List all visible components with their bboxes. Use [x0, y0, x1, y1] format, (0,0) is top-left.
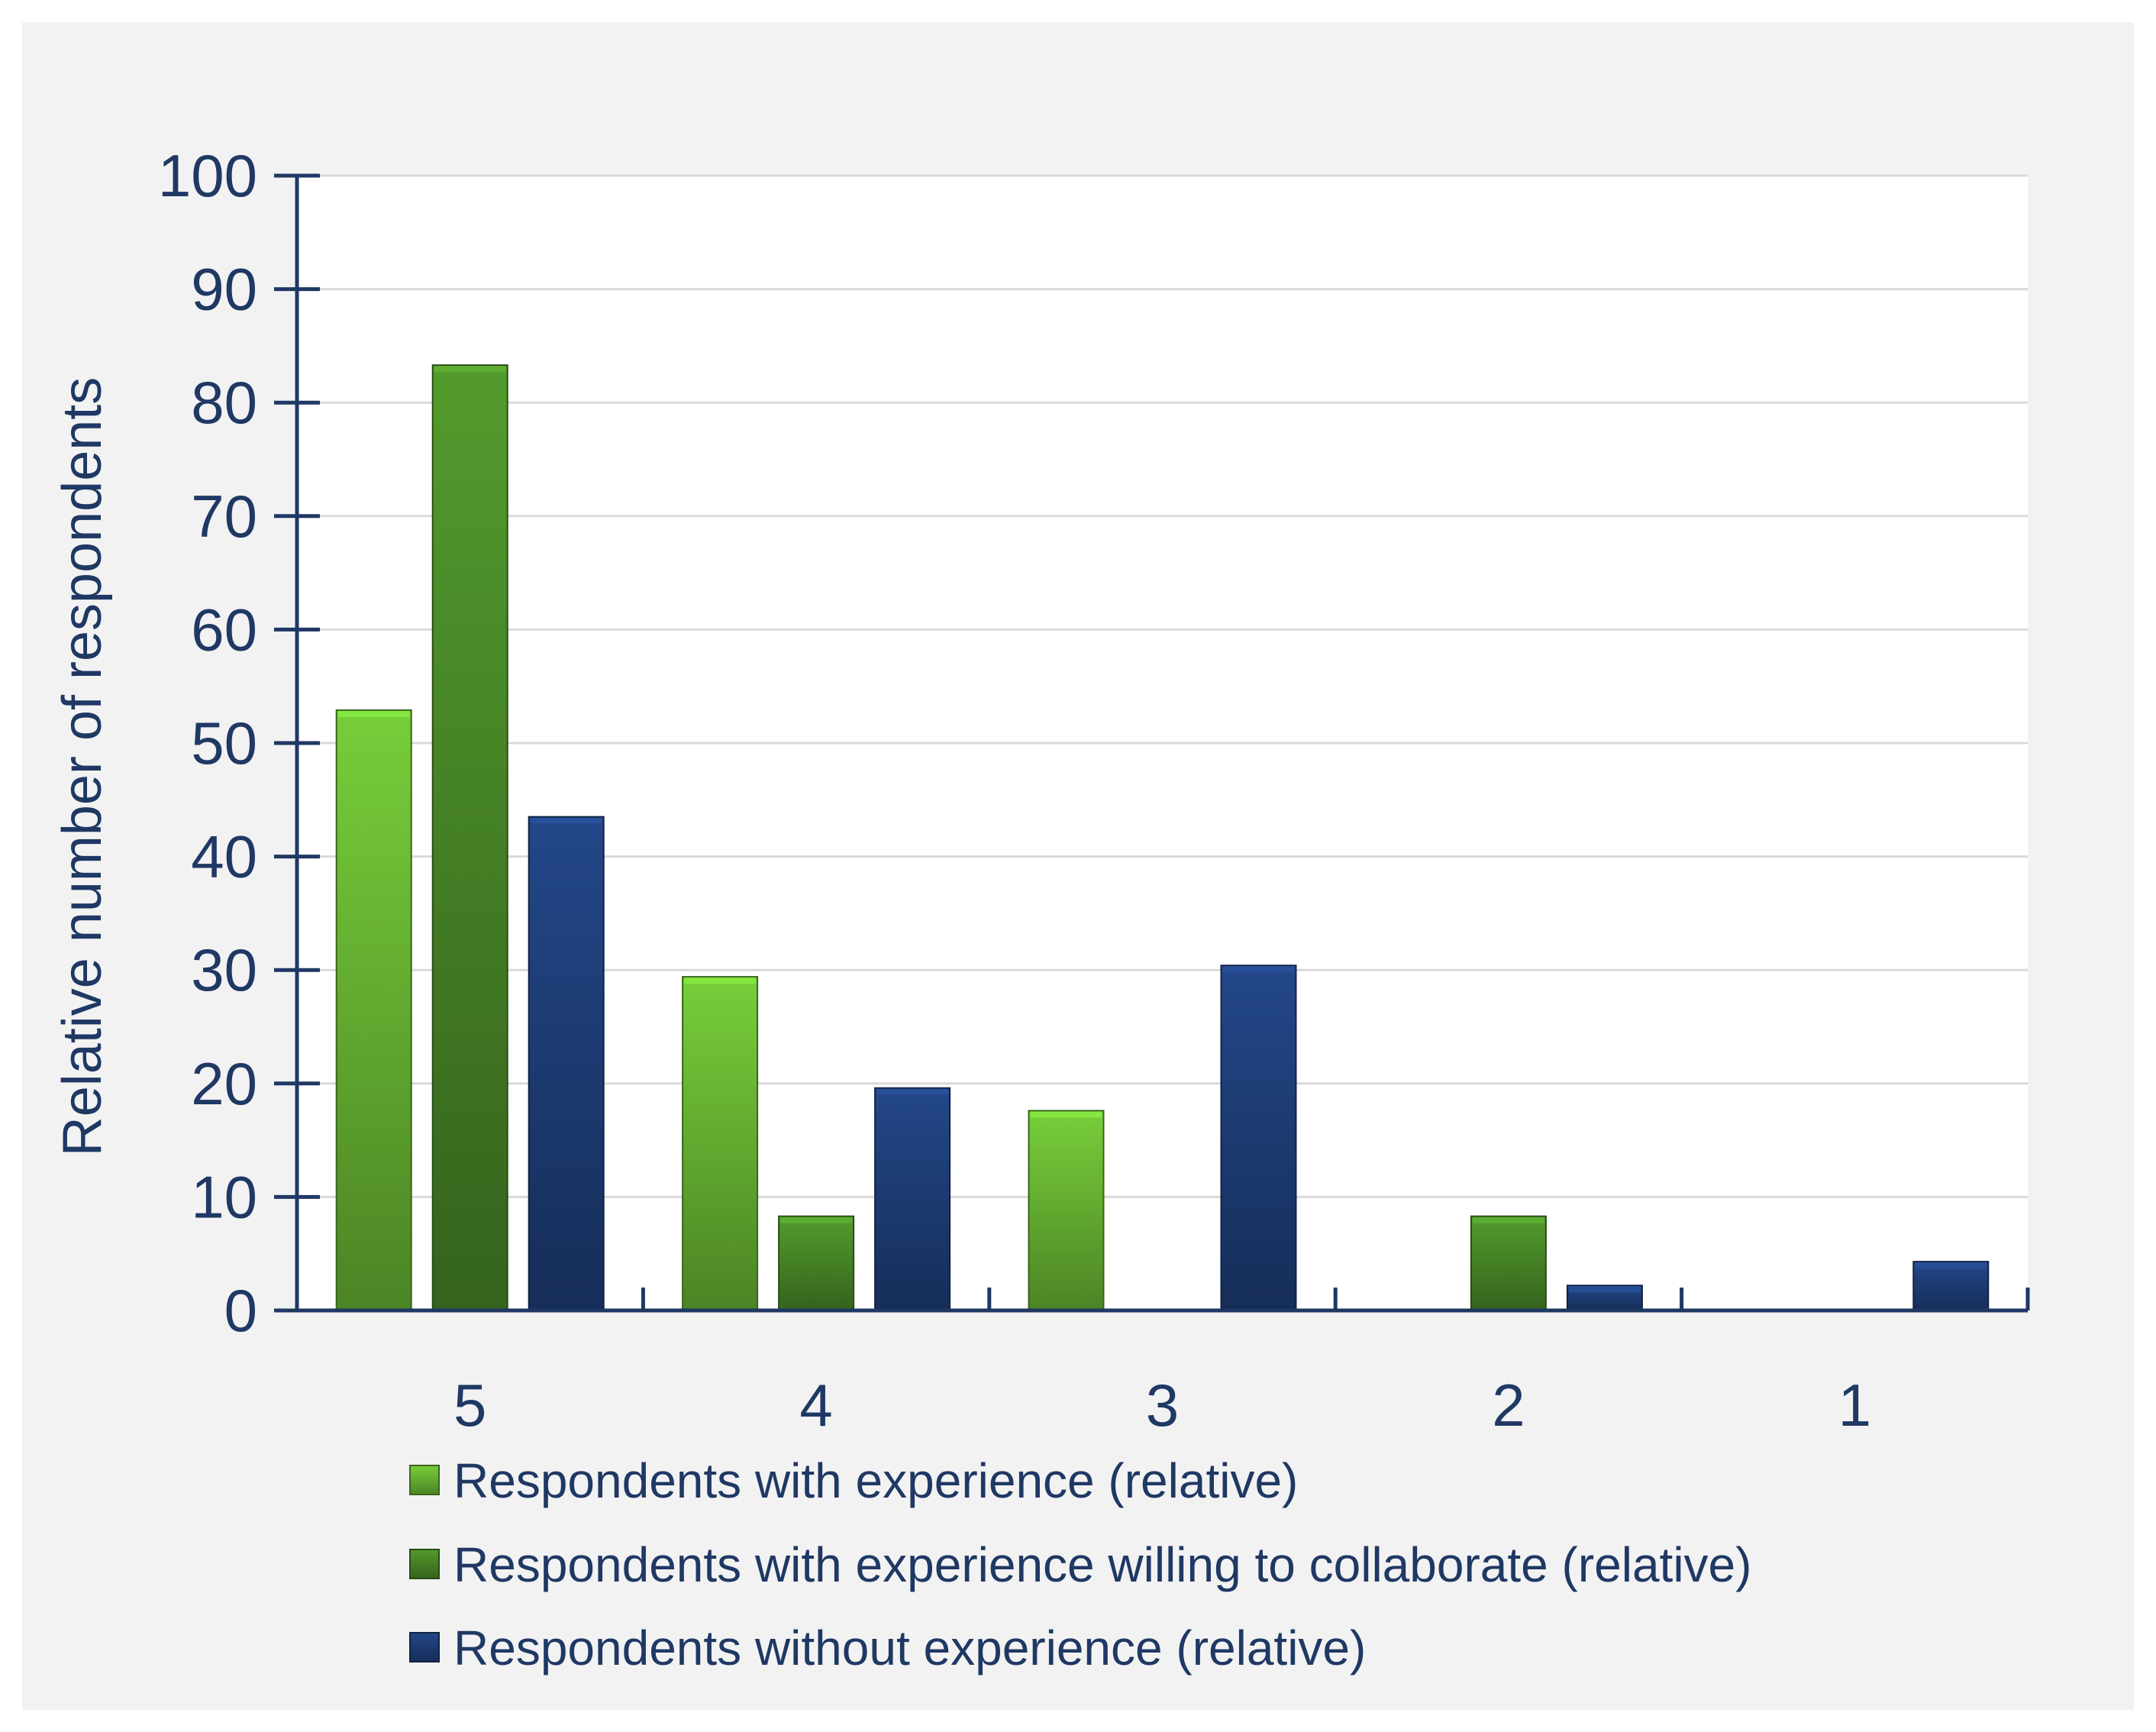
- bar-highlight: [1030, 1111, 1102, 1118]
- x-tick-label: 2: [1492, 1372, 1525, 1439]
- bar-highlight: [1472, 1217, 1544, 1223]
- bar: [682, 976, 759, 1311]
- bar-highlight: [780, 1217, 853, 1223]
- legend-label: Respondents without experience (relative…: [453, 1621, 1366, 1675]
- y-axis-label: Relative number of respondents: [52, 377, 113, 1157]
- chart-panel: 0 10 20 30 40 50 60 70 80 90 100 5 4 3 2 1 Relative nu…: [22, 22, 2134, 1710]
- bar-highlight: [434, 366, 506, 373]
- bar-highlight: [530, 817, 602, 824]
- legend-label: Respondents with experience willing to c…: [453, 1537, 1751, 1592]
- bar: [528, 816, 605, 1311]
- legend-swatch: [409, 1632, 440, 1663]
- bar-highlight: [1915, 1262, 1987, 1269]
- bar: [1028, 1110, 1105, 1311]
- y-tick-label: 40: [191, 823, 257, 890]
- y-tick-label: 80: [191, 369, 257, 436]
- y-tick-label: 0: [224, 1277, 257, 1344]
- bar-highlight: [1222, 966, 1295, 973]
- legend-swatch: [409, 1465, 440, 1495]
- bar-highlight: [1568, 1286, 1641, 1293]
- y-tick-label: 30: [191, 936, 257, 1003]
- y-tick-label: 10: [191, 1163, 257, 1230]
- bar-chart: 0 10 20 30 40 50 60 70 80 90 100 5 4 3 2 1 Relative nu…: [52, 142, 2030, 1675]
- legend: Respondents with experience (relative) Re…: [409, 1453, 1751, 1675]
- y-tick-label: 90: [191, 256, 257, 323]
- bar: [874, 1087, 951, 1312]
- bar: [778, 1215, 855, 1311]
- x-tick-label: 1: [1838, 1372, 1871, 1439]
- bar: [335, 709, 412, 1311]
- bar-highlight: [876, 1088, 949, 1095]
- legend-swatch: [409, 1549, 440, 1579]
- bar-highlight: [337, 710, 410, 717]
- bar: [1220, 965, 1297, 1311]
- x-tick-label: 3: [1146, 1372, 1179, 1439]
- y-tick-label: 20: [191, 1050, 257, 1117]
- x-tick-label: 4: [799, 1372, 832, 1439]
- bar: [431, 364, 508, 1311]
- y-axis-ticks: 0 10 20 30 40 50 60 70 80 90 100: [158, 142, 320, 1344]
- x-axis-ticks: 5 4 3 2 1: [453, 1288, 2030, 1439]
- bar: [1912, 1261, 1990, 1312]
- y-tick-label: 60: [191, 596, 257, 663]
- y-tick-label: 50: [191, 709, 257, 777]
- y-tick-label: 100: [158, 142, 257, 209]
- bar-highlight: [684, 977, 757, 984]
- bars: [335, 364, 1990, 1312]
- bar: [1470, 1215, 1547, 1311]
- y-tick-label: 70: [191, 483, 257, 550]
- x-tick-label: 5: [453, 1372, 486, 1439]
- legend-label: Respondents with experience (relative): [453, 1453, 1298, 1508]
